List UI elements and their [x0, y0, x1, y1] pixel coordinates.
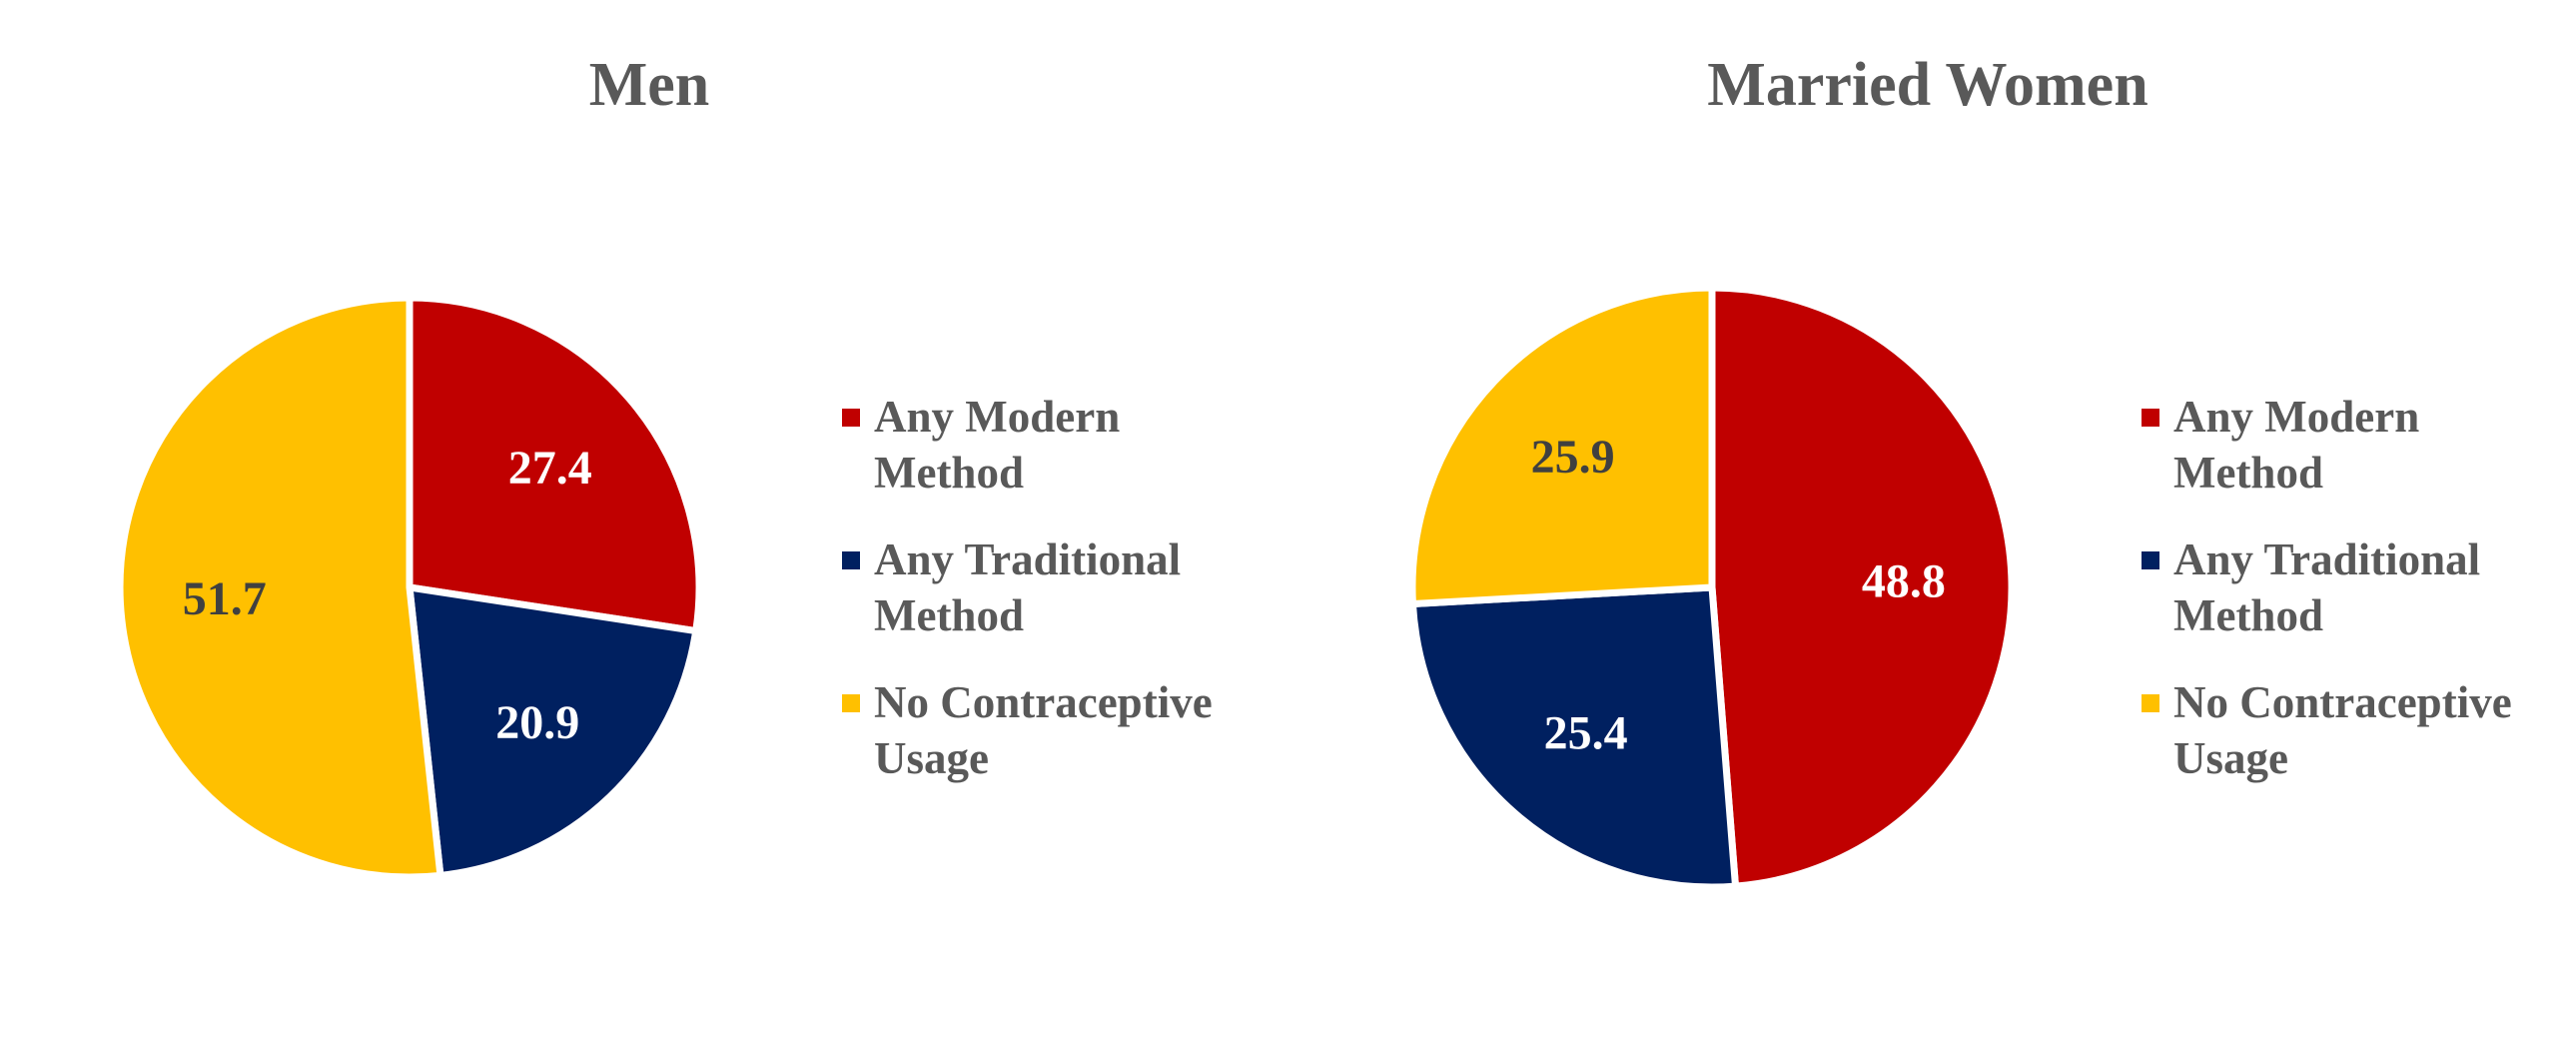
- married-women-slice-label-none: 25.9: [1531, 431, 1615, 484]
- men-legend-none-line1: No Contraceptive: [874, 677, 1213, 727]
- married-women-slice-labels: 48.8 25.4 25.9: [1531, 431, 1946, 760]
- men-slice-label-modern: 27.4: [508, 442, 592, 495]
- married-women-legend-traditional-line2: Method: [2173, 590, 2323, 640]
- men-slice-none: [116, 294, 444, 881]
- men-legend-none-line2: Usage: [874, 733, 989, 783]
- married-women-legend-modern-line2: Method: [2173, 448, 2323, 498]
- married-women-legend-swatch-traditional: [2142, 551, 2159, 569]
- married-women-pie-chart: Married Women 48.8 25.4 25.9 Any Modern Me…: [1408, 51, 2512, 891]
- married-women-slice-none: [1408, 284, 1716, 607]
- men-legend-traditional-line2: Method: [874, 590, 1024, 640]
- men-legend-swatch-modern: [842, 409, 860, 427]
- men-legend-traditional-line1: Any Traditional: [874, 534, 1181, 584]
- men-slice-modern: [406, 294, 703, 635]
- married-women-legend-none-line2: Usage: [2173, 733, 2288, 783]
- men-slice-labels: 27.4 20.9 51.7: [183, 442, 592, 749]
- men-legend-swatch-none: [842, 694, 860, 712]
- married-women-legend-modern-line1: Any Modern: [2173, 392, 2419, 442]
- men-slice-label-none: 51.7: [183, 572, 267, 625]
- men-chart-title: Men: [589, 51, 710, 119]
- married-women-legend-swatch-none: [2142, 694, 2159, 712]
- married-women-slice-label-modern: 48.8: [1862, 555, 1946, 608]
- men-legend-swatch-traditional: [842, 551, 860, 569]
- married-women-slice-modern: [1708, 284, 2016, 890]
- married-women-pie-slices: [1408, 284, 2016, 891]
- men-pie-chart: Men 27.4 20.9 51.7 Any Modern Method Any T…: [116, 51, 1213, 881]
- married-women-legend-swatch-modern: [2142, 409, 2159, 427]
- married-women-legend-traditional-line1: Any Traditional: [2173, 534, 2480, 584]
- married-women-slice-label-traditional: 25.4: [1544, 707, 1628, 760]
- married-women-chart-title: Married Women: [1707, 51, 2147, 119]
- married-women-slice-traditional: [1408, 583, 1740, 891]
- men-legend-modern-line1: Any Modern: [874, 392, 1120, 442]
- men-pie-slices: [116, 294, 703, 881]
- married-women-legend: Any Modern Method Any Traditional Method…: [2142, 392, 2512, 783]
- men-legend: Any Modern Method Any Traditional Method…: [842, 392, 1213, 783]
- men-slice-traditional: [406, 583, 700, 879]
- men-legend-modern-line2: Method: [874, 448, 1024, 498]
- men-slice-label-traditional: 20.9: [495, 696, 579, 749]
- married-women-legend-none-line1: No Contraceptive: [2173, 677, 2512, 727]
